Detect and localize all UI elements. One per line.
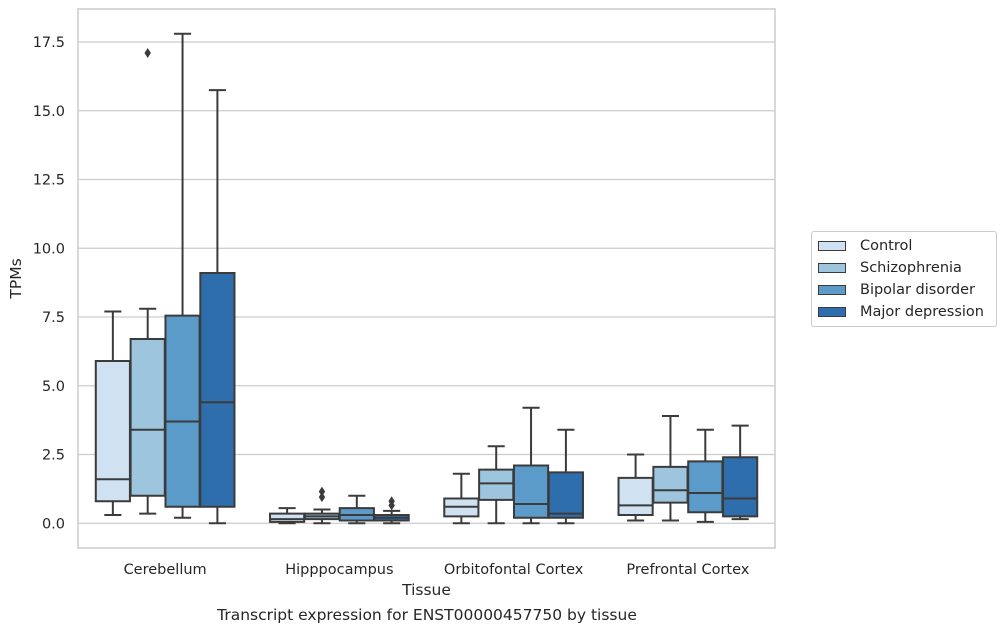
outlier-point [144, 48, 151, 58]
x-tick-label: Hipppocampus [285, 562, 393, 578]
chart-caption: Transcript expression for ENST0000045775… [217, 606, 637, 624]
x-tick-label: Cerebellum [124, 562, 207, 578]
plot-frame [77, 8, 776, 549]
x-tick-label: Orbitofontal Cortex [444, 562, 584, 578]
box-schizophrenia [129, 48, 166, 515]
legend-item-major-depression: Major depression [818, 303, 984, 321]
box-body [129, 338, 166, 497]
box-bipolar-disorder [687, 428, 724, 523]
box-major-depression [373, 496, 410, 525]
box-major-depression [199, 89, 236, 525]
category-group [94, 32, 236, 525]
legend-swatch-bipolar-disorder [818, 285, 846, 295]
category-group [269, 486, 410, 525]
y-tick-label: 5.0 [42, 379, 65, 395]
legend-item-schizophrenia: Schizophrenia [818, 259, 962, 277]
legend-item-control: Control [818, 237, 912, 255]
outlier-point [388, 496, 395, 507]
category-group [443, 406, 584, 525]
box-body [199, 272, 236, 508]
legend-swatch-schizophrenia [818, 263, 846, 273]
outlier-point [318, 486, 326, 497]
box-control [443, 472, 480, 525]
box-bipolar-disorder [164, 32, 201, 519]
legend-label-bipolar-disorder: Bipolar disorder [860, 282, 975, 298]
box-schizophrenia [303, 486, 341, 525]
box-body [478, 468, 515, 501]
box-schizophrenia [652, 415, 689, 522]
box-control [94, 310, 131, 516]
box-body [512, 464, 550, 519]
box-body [652, 465, 689, 504]
y-axis-label: TPMs [7, 258, 25, 299]
legend-label-major-depression: Major depression [860, 304, 984, 320]
box-bipolar-disorder [512, 406, 550, 525]
legend-swatch-major-depression [818, 307, 846, 317]
box-body [269, 512, 306, 523]
box-schizophrenia [478, 445, 515, 525]
legend-item-bipolar-disorder: Bipolar disorder [818, 281, 975, 299]
legend: Control Schizophrenia Bipolar disorder M… [811, 231, 997, 327]
box-major-depression [722, 424, 759, 521]
y-tick-label: 7.5 [42, 310, 65, 326]
box-major-depression [547, 428, 584, 525]
y-tick-label: 17.5 [33, 35, 65, 51]
legend-swatch-control [818, 241, 846, 251]
y-tick-label: 2.5 [42, 448, 65, 464]
legend-label-control: Control [860, 238, 913, 254]
outlier-point [318, 492, 326, 503]
x-axis-label: Tissue [401, 581, 451, 599]
y-tick-label: 12.5 [33, 173, 65, 189]
legend-label-schizophrenia: Schizophrenia [860, 260, 962, 276]
y-tick-label: 15.0 [33, 104, 65, 120]
box-control [269, 507, 306, 525]
box-body [164, 314, 201, 508]
y-tick-label: 10.0 [33, 241, 65, 257]
box-body [722, 456, 759, 518]
box-control [617, 453, 654, 522]
x-tick-label: Prefrontal Cortex [626, 562, 749, 578]
box-bipolar-disorder [338, 494, 375, 525]
box-body [617, 476, 654, 516]
box-body [687, 460, 724, 514]
y-tick-label: 0.0 [42, 516, 65, 532]
category-group [617, 415, 759, 523]
box-body [547, 471, 584, 519]
